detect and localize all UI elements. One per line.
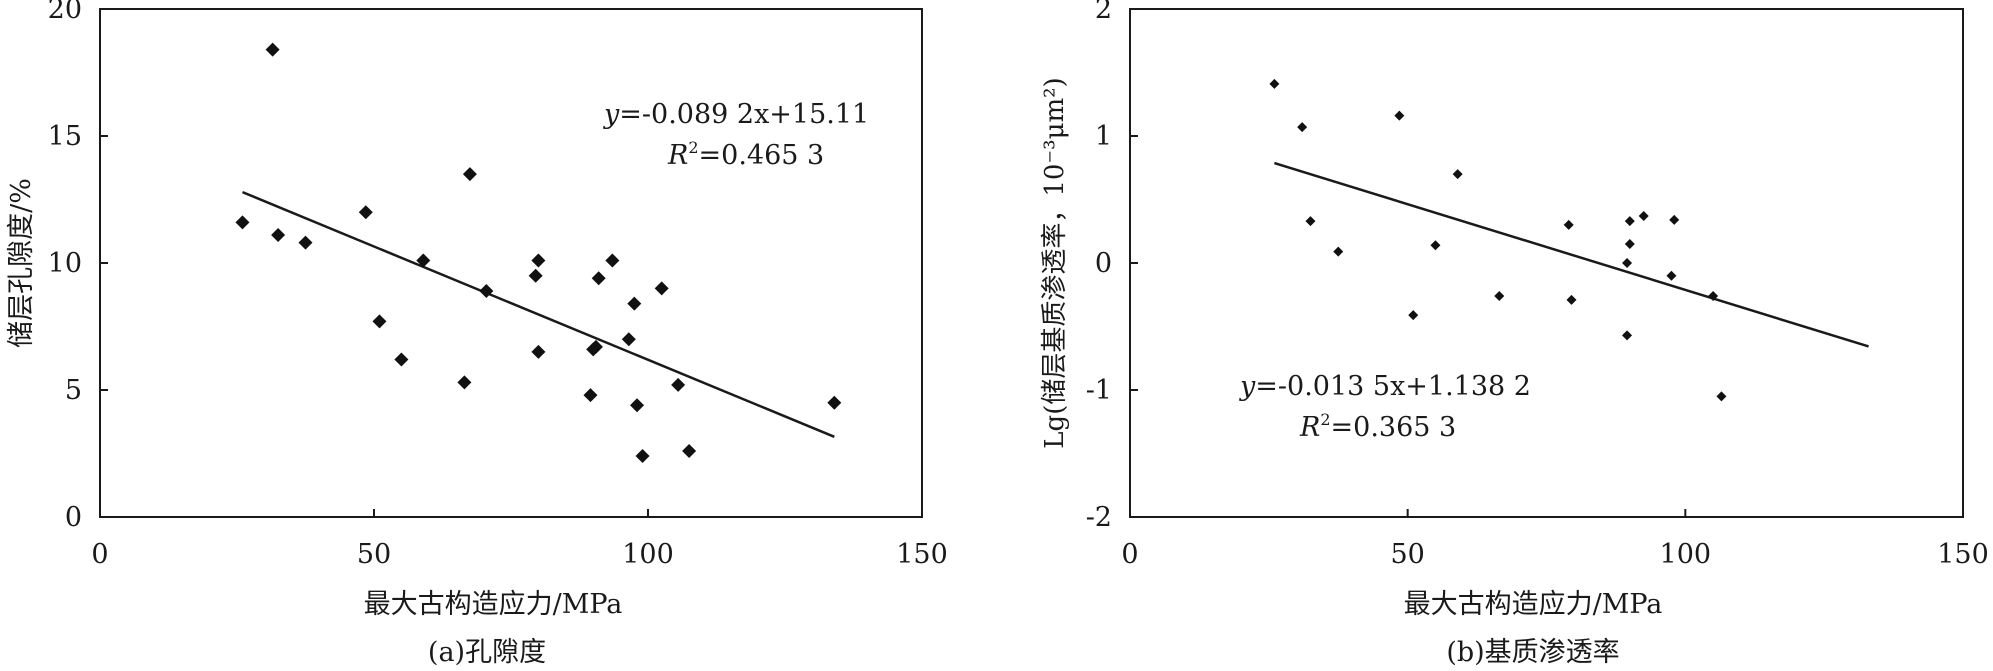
data-point [1563,219,1574,230]
data-point [1708,291,1719,302]
data-point [588,339,603,354]
data-point [671,377,686,392]
data-point [605,253,620,268]
data-point [1622,330,1633,341]
fit-line-group [1274,161,1869,348]
fit-line-group [242,190,835,438]
data-point [627,296,642,311]
x-tick-label: 100 [622,539,674,570]
plot-frame [1129,8,1964,518]
data-point [654,281,669,296]
x-tick-label: 50 [1390,539,1424,570]
r-squared-label: R2=0.365 3 [1299,410,1456,443]
data-point [1666,270,1677,281]
data-point [1430,240,1441,251]
data-point [416,253,431,268]
y-tick-label: 10 [48,248,82,279]
equation-label: y=-0.013 5x+1.138 2 [1239,371,1531,402]
x-tick-label: 50 [357,539,391,570]
x-ticks: 0 50 100 150 [1121,509,1989,570]
data-point [235,215,250,230]
data-point [479,283,494,298]
data-point [682,443,697,458]
y-ticks: 0 5 10 15 20 [48,0,108,533]
data-point [1408,310,1419,321]
data-point [621,332,636,347]
data-point [635,449,650,464]
data-point [1333,246,1344,257]
data-point [1297,122,1308,133]
plot-frame [99,8,923,518]
y-tick-label: -2 [1086,502,1112,533]
data-point [528,268,543,283]
data-point [827,395,842,410]
data-point [298,235,313,250]
data-point [1716,391,1727,402]
figure-caption: (a)孔隙度 [428,637,546,668]
data-point [1638,211,1649,222]
data-point [457,375,472,390]
y-axis-label: 储层孔隙度/% [6,178,37,348]
x-tick-label: 0 [1121,539,1138,570]
trend-line [242,190,835,438]
x-tick-label: 0 [91,539,108,570]
data-point [1494,291,1505,302]
x-ticks: 0 50 100 150 [91,509,948,570]
data-point [394,352,409,367]
data-point [531,253,546,268]
data-point [462,167,477,182]
y-tick-label: 5 [65,375,82,406]
data-point [591,271,606,286]
data-point [1305,216,1316,227]
x-axis-label: 最大古构造应力/MPa [1404,589,1663,620]
y-tick-label: -1 [1086,375,1112,406]
data-point [1622,258,1633,268]
r-squared-label: R2=0.465 3 [667,138,824,171]
y-tick-label: 2 [1095,0,1112,25]
data-point [1566,294,1577,305]
data-point [1452,169,1463,180]
data-point [265,42,280,57]
chart-porosity: 0 50 100 150 0 5 10 15 20 y=-0.089 2x+15.11 R2=… [6,0,948,668]
y-tick-label: 15 [48,121,82,152]
y-tick-label: 1 [1095,121,1112,152]
y-axis-label: Lg(储层基质渗透率，10⁻³μm²) [1040,77,1070,448]
x-tick-label: 150 [1937,539,1989,570]
x-axis-label: 最大古构造应力/MPa [364,589,623,620]
data-point [531,344,546,359]
data-point [1624,238,1635,249]
data-point [271,228,286,243]
x-tick-label: 150 [896,539,948,570]
trend-line [1274,161,1869,348]
data-point [358,205,373,220]
data-points [235,42,842,464]
chart-permeability: 0 50 100 150 -2 -1 0 1 2 y=-0.013 5x+1.138 2 R2… [1040,0,1989,668]
data-point [583,388,598,403]
data-point [372,314,387,329]
figure-caption: (b)基质渗透率 [1446,637,1619,668]
data-point [1394,110,1405,121]
y-tick-label: 20 [48,0,82,25]
data-points [1269,78,1727,402]
data-point [1269,78,1280,89]
data-point [1624,216,1635,227]
y-tick-label: 0 [65,502,82,533]
y-ticks: -2 -1 0 1 2 [1086,0,1138,533]
x-tick-label: 100 [1660,539,1712,570]
data-point [1669,214,1680,225]
equation-label: y=-0.089 2x+15.11 [603,99,869,130]
y-tick-label: 0 [1095,248,1112,279]
data-point [630,398,645,413]
